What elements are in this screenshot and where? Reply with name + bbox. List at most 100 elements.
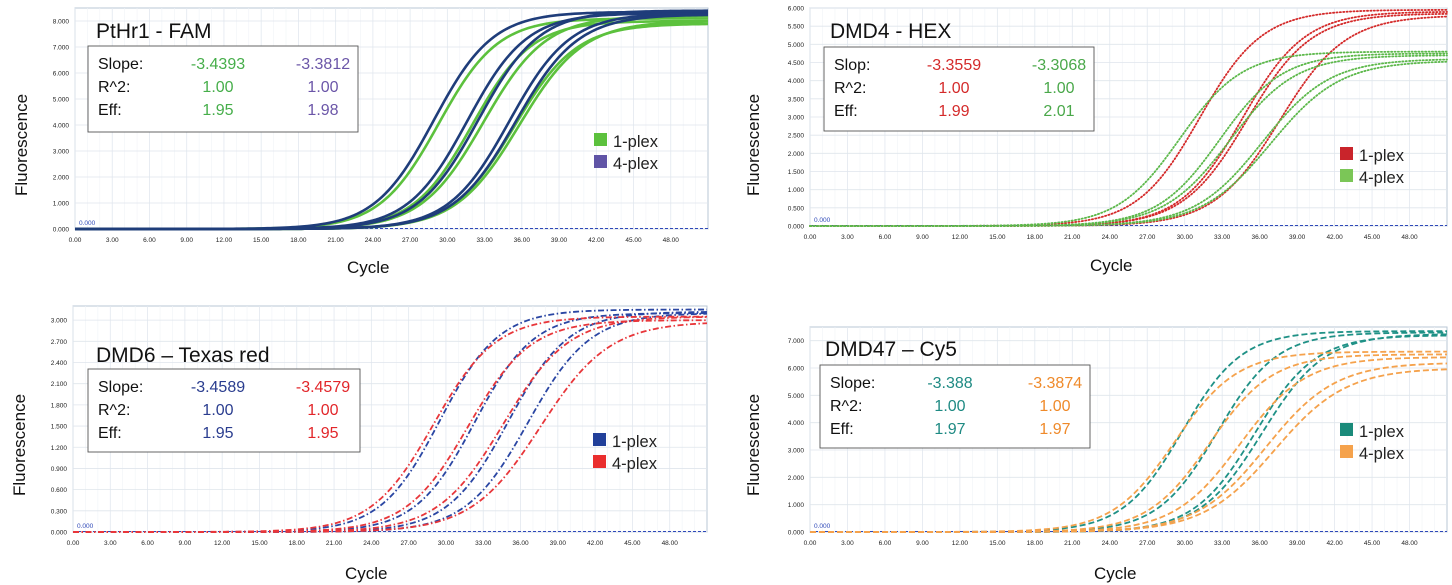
- y-axis-label: Fluorescence: [744, 393, 763, 496]
- stat-label: Eff:: [830, 421, 854, 438]
- stat-value: 1.99: [938, 103, 969, 120]
- stat-value: -3.3812: [296, 56, 350, 73]
- x-tick-label: 24.00: [363, 540, 380, 547]
- threshold-label: 0.000: [79, 220, 96, 227]
- y-tick-label: 3.500: [788, 96, 805, 103]
- stat-value: 1.00: [938, 80, 969, 97]
- stat-value: 1.00: [202, 79, 233, 96]
- stat-value: -3.4579: [296, 379, 350, 396]
- threshold-label: 0.000: [814, 523, 831, 530]
- stat-value: 1.95: [202, 425, 233, 442]
- y-tick-label: 1.500: [788, 169, 805, 176]
- y-tick-label: 3.000: [53, 149, 70, 156]
- chart-title: DMD47 – Cy5: [825, 338, 957, 361]
- stat-value: 1.95: [307, 425, 338, 442]
- x-tick-label: 0.00: [804, 234, 817, 241]
- amplification-curve: [810, 368, 1448, 533]
- y-tick-label: 2.100: [51, 381, 68, 388]
- chart-svg: 0.00 3.00 6.00 9.00 12.00 15.00 18.00 21.00 24.0…: [788, 6, 1448, 241]
- legend-label: 4-plex: [1359, 169, 1405, 187]
- y-tick-label: 1.000: [788, 502, 805, 509]
- x-tick-label: 45.00: [1364, 234, 1381, 241]
- x-tick-label: 42.00: [587, 540, 604, 547]
- stat-label: Eff:: [98, 102, 122, 119]
- x-tick-label: 21.00: [1064, 234, 1081, 241]
- x-tick-label: 42.00: [1326, 540, 1343, 547]
- x-tick-label: 12.00: [952, 540, 969, 547]
- stat-value: -3.388: [927, 375, 972, 392]
- legend-swatch: [594, 133, 607, 146]
- x-tick-label: 36.00: [512, 540, 529, 547]
- y-tick-label: 2.000: [788, 475, 805, 482]
- y-tick-label: 0.000: [53, 227, 70, 234]
- legend-swatch: [1340, 169, 1353, 182]
- stats-box: [819, 364, 1091, 449]
- x-tick-label: 12.00: [952, 234, 969, 241]
- y-tick-label: 3.000: [51, 318, 68, 325]
- x-tick-label: 15.00: [989, 234, 1006, 241]
- x-tick-label: 24.00: [365, 237, 382, 244]
- amplification-curve: [810, 356, 1448, 533]
- stat-value: 1.00: [307, 79, 338, 96]
- y-tick-label: 0.000: [51, 530, 68, 537]
- legend-swatch: [593, 455, 606, 468]
- chart-panel-dmd6-texas-red: 0.00 3.00 6.00 9.00 12.00 15.00 18.00 21.00 24.0…: [0, 300, 726, 585]
- x-tick-label: 6.00: [879, 540, 892, 547]
- chart-panel-dmd4-hex: 0.00 3.00 6.00 9.00 12.00 15.00 18.00 21.00 24.0…: [732, 0, 1452, 292]
- legend-swatch: [1340, 423, 1353, 436]
- x-tick-label: 0.00: [67, 540, 80, 547]
- stat-value: 1.95: [202, 102, 233, 119]
- x-tick-label: 0.00: [69, 237, 82, 244]
- x-axis-label: Cycle: [345, 564, 388, 583]
- stat-label: R^2:: [830, 398, 862, 415]
- stat-label: Slop:: [834, 57, 870, 74]
- x-tick-label: 6.00: [879, 234, 892, 241]
- legend-label: 4-plex: [612, 455, 658, 473]
- y-tick-label: 4.000: [53, 123, 70, 130]
- stat-label: Slope:: [98, 56, 143, 73]
- y-axis-label: Fluorescence: [12, 93, 31, 196]
- stat-value: 1.00: [307, 402, 338, 419]
- amplification-curve: [810, 350, 1447, 533]
- stat-label: Eff:: [98, 425, 122, 442]
- y-tick-label: 8.000: [53, 19, 70, 26]
- stats-box: [87, 368, 361, 453]
- x-tick-label: 12.00: [216, 237, 233, 244]
- x-tick-label: 45.00: [625, 237, 642, 244]
- y-tick-label: 0.600: [51, 487, 68, 494]
- stat-value: -3.4393: [191, 56, 245, 73]
- x-tick-label: 3.00: [841, 234, 854, 241]
- y-tick-label: 7.000: [53, 45, 70, 52]
- legend-label: 1-plex: [1359, 147, 1405, 165]
- x-tick-label: 39.00: [1289, 234, 1306, 241]
- amplification-curve: [809, 60, 1448, 227]
- stat-value: -3.3559: [927, 57, 981, 74]
- x-tick-label: 12.00: [214, 540, 231, 547]
- y-tick-label: 1.000: [53, 201, 70, 208]
- x-tick-label: 21.00: [326, 540, 343, 547]
- y-tick-label: 2.400: [51, 360, 68, 367]
- x-tick-label: 9.00: [180, 237, 193, 244]
- y-tick-label: 0.900: [51, 466, 68, 473]
- y-tick-label: 2.000: [788, 151, 805, 158]
- x-tick-label: 9.00: [916, 540, 929, 547]
- stat-label: Slope:: [830, 375, 875, 392]
- y-tick-label: 1.500: [51, 424, 68, 431]
- x-tick-label: 36.00: [1252, 540, 1269, 547]
- x-tick-label: 48.00: [663, 237, 680, 244]
- amplification-curve: [810, 330, 1447, 533]
- x-tick-label: 18.00: [1027, 540, 1044, 547]
- stat-value: 1.97: [934, 421, 965, 438]
- y-tick-label: 0.000: [788, 224, 805, 231]
- y-tick-label: 0.300: [51, 508, 68, 515]
- x-tick-label: 45.00: [624, 540, 641, 547]
- x-tick-label: 42.00: [1326, 234, 1343, 241]
- stat-value: -3.4589: [191, 379, 245, 396]
- y-tick-label: 4.000: [788, 78, 805, 85]
- stat-value: 1.00: [1039, 398, 1070, 415]
- chart-title: PtHr1 - FAM: [96, 20, 212, 43]
- y-tick-label: 1.200: [51, 445, 68, 452]
- x-tick-label: 15.00: [251, 540, 268, 547]
- x-tick-label: 33.00: [475, 540, 492, 547]
- x-tick-label: 21.00: [1064, 540, 1081, 547]
